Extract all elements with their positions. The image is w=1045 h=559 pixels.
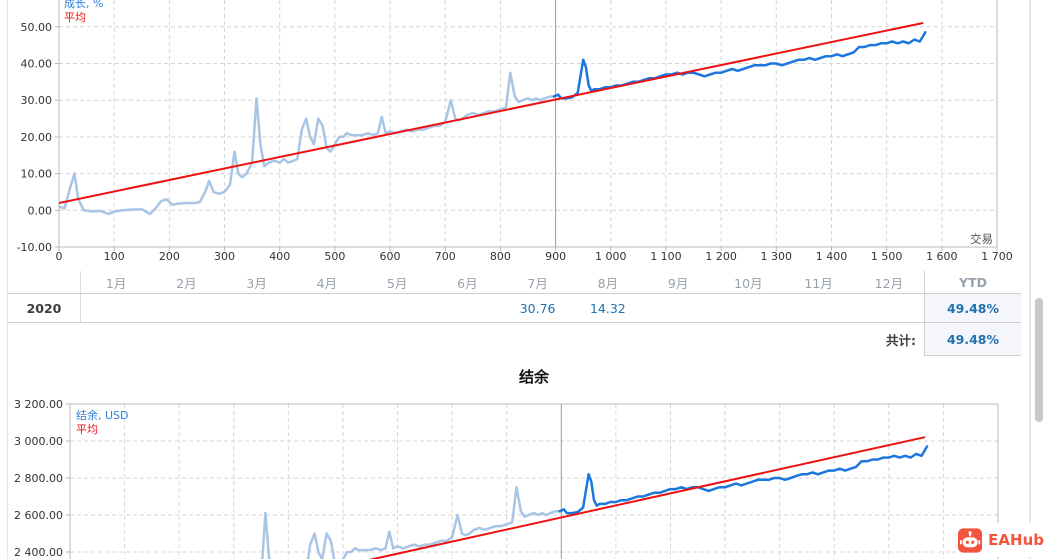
legend-entry-0: 结余, USD <box>76 408 129 422</box>
svg-text:20.00: 20.00 <box>21 131 53 144</box>
month-header: 5月 <box>386 275 408 291</box>
month-header: 8月 <box>597 275 619 291</box>
balance-history-line <box>261 485 561 559</box>
svg-text:700: 700 <box>435 250 456 263</box>
svg-text:1 100: 1 100 <box>650 250 682 263</box>
svg-text:100: 100 <box>104 250 125 263</box>
month-header: 9月 <box>667 275 689 291</box>
axis-labels: 3 200.00 3 000.00 2 800.00 2 600.00 2 400.00 <box>14 398 63 559</box>
svg-text:3 200.00: 3 200.00 <box>14 398 63 411</box>
tick-marks <box>55 26 998 251</box>
table-total-row: 共计: 49.48% <box>8 323 1021 356</box>
month-value-cells: 30.76 14.32 <box>81 294 924 322</box>
month-header: 10月 <box>734 275 763 291</box>
svg-text:0.00: 0.00 <box>28 204 53 217</box>
svg-text:1 400: 1 400 <box>816 250 848 263</box>
gridlines <box>59 0 997 247</box>
legend-entry-1: 平均 <box>64 11 86 24</box>
svg-text:1 600: 1 600 <box>926 250 958 263</box>
eahub-robot-icon <box>958 527 983 553</box>
axis-labels: 50.00 40.00 30.00 20.00 10.00 0.00 -10.00 0 100 2… <box>17 21 1013 263</box>
svg-text:400: 400 <box>269 250 290 263</box>
axes <box>69 403 999 559</box>
svg-text:1 700: 1 700 <box>981 250 1013 263</box>
svg-text:500: 500 <box>324 250 345 263</box>
svg-text:-10.00: -10.00 <box>17 241 52 254</box>
panel-right-border <box>1029 0 1030 559</box>
svg-text:1 200: 1 200 <box>705 250 737 263</box>
ytd-value-cell: 49.48% <box>924 294 1021 322</box>
year-header-cell <box>8 271 81 293</box>
total-value-cell: 49.48% <box>924 323 1021 356</box>
svg-text:1 300: 1 300 <box>761 250 793 263</box>
balance-live-line <box>558 445 929 515</box>
svg-text:200: 200 <box>159 250 180 263</box>
month-header-row: 1月 2月 3月 4月 5月 6月 7月 8月 9月 10月 11月 12月 YTD <box>8 271 1021 294</box>
growth-live-line <box>552 31 927 100</box>
svg-text:10.00: 10.00 <box>21 168 53 181</box>
legend-entry-0: 成长, % <box>64 0 103 10</box>
tick-marks <box>66 403 70 553</box>
month-header-cells: 1月 2月 3月 4月 5月 6月 7月 8月 9月 10月 11月 12月 <box>81 271 924 293</box>
svg-text:1 500: 1 500 <box>871 250 903 263</box>
balance-chart-title: 结余 <box>518 368 549 386</box>
svg-text:0: 0 <box>56 250 63 263</box>
ytd-header-cell: YTD <box>924 271 1021 293</box>
total-label: 共计: <box>886 333 916 348</box>
svg-text:2 400.00: 2 400.00 <box>14 546 63 559</box>
legend-entry-1: 平均 <box>76 423 98 436</box>
month-header: 6月 <box>457 275 478 291</box>
svg-text:300: 300 <box>214 250 235 263</box>
month-header: 11月 <box>804 275 833 291</box>
svg-text:600: 600 <box>380 250 401 263</box>
svg-text:2 600.00: 2 600.00 <box>14 509 63 522</box>
scrollbar-thumb[interactable] <box>1035 298 1043 422</box>
eahub-logo[interactable]: EAHub <box>958 523 1044 557</box>
month-value: 30.76 <box>519 300 556 316</box>
x-axis-label: 交易 <box>970 232 993 246</box>
svg-text:900: 900 <box>545 250 566 263</box>
gridlines <box>70 404 998 559</box>
month-value: 14.32 <box>589 300 626 316</box>
month-header: 4月 <box>316 275 338 291</box>
svg-text:40.00: 40.00 <box>21 57 53 70</box>
eahub-logo-text: EAHub <box>988 531 1044 549</box>
month-header: 3月 <box>246 275 267 291</box>
svg-text:800: 800 <box>490 250 511 263</box>
month-header: 7月 <box>527 275 548 291</box>
year-cell: 2020 <box>8 294 81 322</box>
month-header: 2月 <box>176 275 197 291</box>
svg-text:3 000.00: 3 000.00 <box>14 435 63 448</box>
svg-text:2 800.00: 2 800.00 <box>14 472 63 485</box>
month-header: 1月 <box>105 275 127 291</box>
growth-average-line <box>59 22 924 204</box>
month-header: 12月 <box>874 275 904 291</box>
svg-text:30.00: 30.00 <box>21 94 53 107</box>
table-row-2020: 2020 30.76 14.32 49.48% <box>8 294 1021 323</box>
scrollbar-track[interactable] <box>1030 0 1045 559</box>
balance-average-line <box>368 436 926 559</box>
svg-text:1 000: 1 000 <box>595 250 627 263</box>
panel-left-border <box>7 0 8 559</box>
svg-text:50.00: 50.00 <box>21 21 53 34</box>
